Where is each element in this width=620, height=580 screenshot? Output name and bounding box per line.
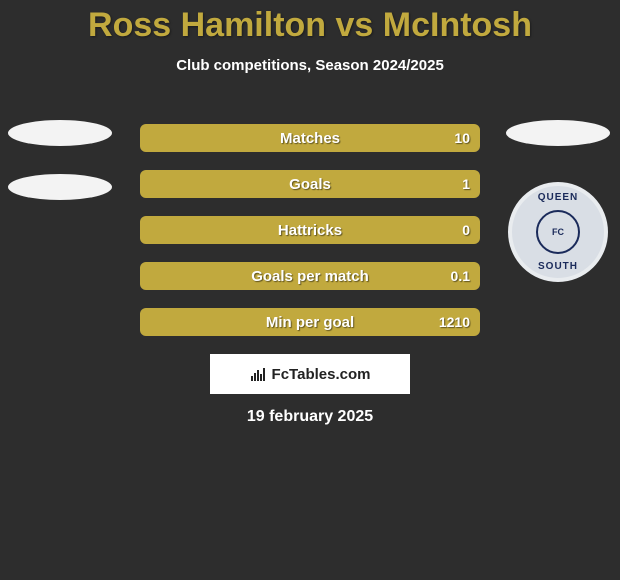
stat-label: Min per goal: [140, 308, 480, 336]
stat-row: Min per goal 1210: [140, 308, 480, 336]
badge-center: FC: [536, 210, 580, 254]
stat-bars: Matches 10 Goals 1 Hattricks 0 Goals per…: [140, 124, 480, 354]
placeholder-ellipse: [8, 120, 112, 146]
brand-pre: Fc: [272, 366, 290, 383]
stat-value-right: 1210: [439, 308, 470, 336]
badge-text-top: QUEEN: [512, 192, 604, 203]
page-title: Ross Hamilton vs McIntosh: [0, 0, 620, 45]
stat-row: Matches 10: [140, 124, 480, 152]
comparison-card: Ross Hamilton vs McIntosh Club competiti…: [0, 0, 620, 580]
brand-box[interactable]: FcTables.com: [210, 354, 410, 394]
stat-value-right: 10: [454, 124, 470, 152]
bar-chart-icon: [250, 366, 266, 382]
page-subtitle: Club competitions, Season 2024/2025: [0, 57, 620, 74]
left-player-logo-stack: [8, 120, 112, 228]
stat-row: Goals per match 0.1: [140, 262, 480, 290]
placeholder-ellipse: [8, 174, 112, 200]
stat-label: Goals per match: [140, 262, 480, 290]
stat-label: Matches: [140, 124, 480, 152]
stat-row: Hattricks 0: [140, 216, 480, 244]
brand-post: Tables.com: [289, 366, 370, 383]
stat-row: Goals 1: [140, 170, 480, 198]
stat-label: Hattricks: [140, 216, 480, 244]
stat-value-right: 0: [462, 216, 470, 244]
badge-text-bottom: SOUTH: [512, 261, 604, 272]
brand-text: FcTables.com: [272, 366, 371, 383]
stat-label: Goals: [140, 170, 480, 198]
stat-value-right: 1: [462, 170, 470, 198]
placeholder-ellipse: [506, 120, 610, 146]
footer-date: 19 february 2025: [0, 408, 620, 426]
club-badge: QUEEN FC SOUTH: [508, 182, 608, 282]
stat-value-right: 0.1: [451, 262, 470, 290]
right-player-logo-stack: QUEEN FC SOUTH: [506, 120, 610, 282]
